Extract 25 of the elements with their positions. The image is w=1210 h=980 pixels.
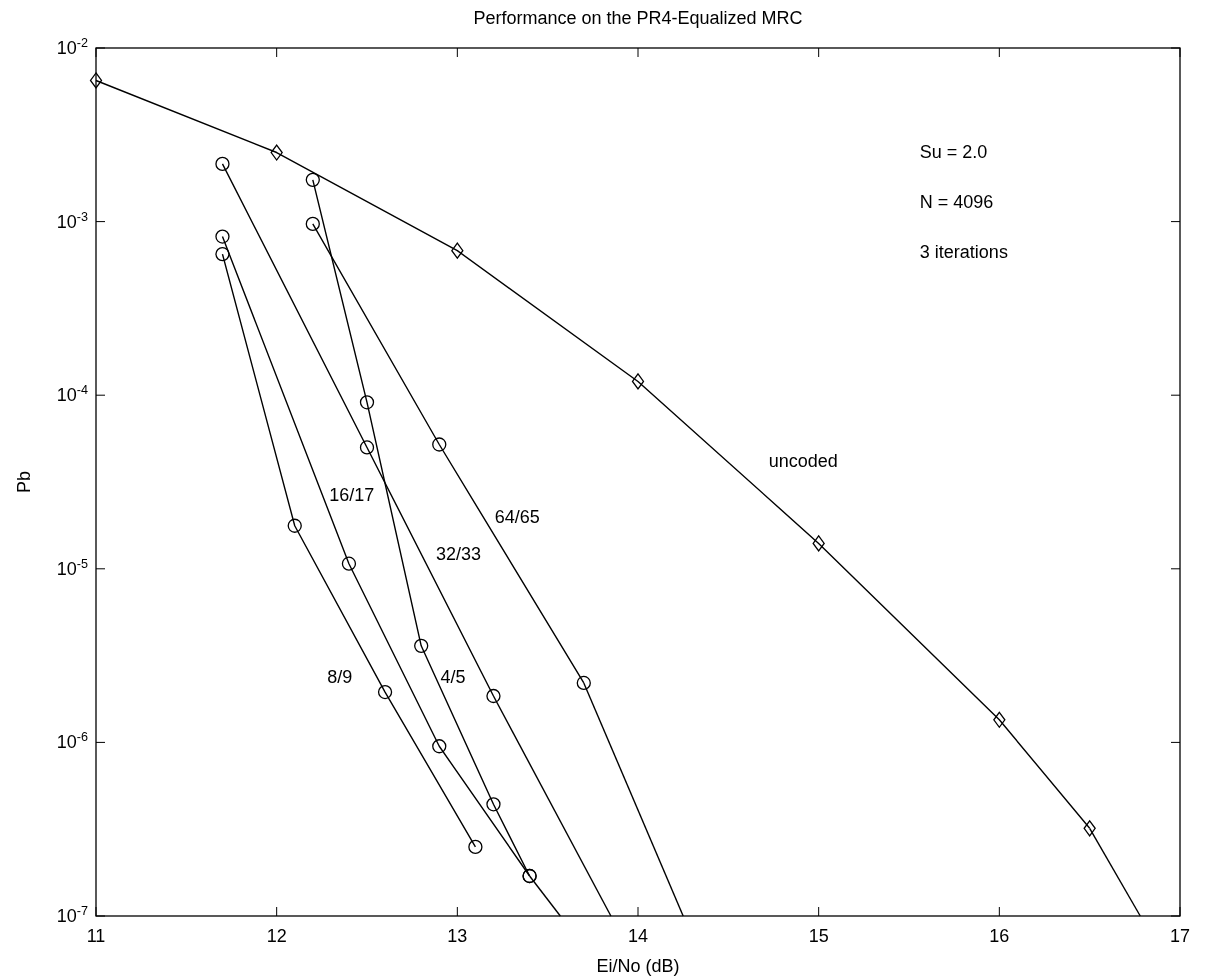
x-tick-label: 17	[1169, 926, 1191, 946]
y-tick-label: 10$^{-5}$	[56, 556, 88, 579]
x-tick-label: 15	[808, 926, 829, 946]
series-label: 32/33	[435, 544, 481, 565]
annotation: N = 4096	[919, 192, 994, 212]
series-label: 64/65	[494, 506, 540, 527]
y-axis-title: Pb	[14, 470, 34, 494]
series-label: 16/17	[329, 484, 375, 505]
x-tick-label: 12	[266, 926, 287, 946]
chart-title: Performance on the PR4-Equalized MRC	[473, 8, 803, 28]
y-tick-label: 10$^{-4}$	[56, 383, 88, 406]
y-tick-label: 10$^{-3}$	[56, 209, 88, 232]
y-tick-label: 10$^{-7}$	[56, 904, 88, 926]
series-label: 4/5	[440, 666, 466, 687]
x-tick-label: 13	[447, 926, 468, 946]
series-label: uncoded	[768, 451, 838, 472]
x-tick-label: 14	[627, 926, 649, 946]
y-tick-label: 10$^{-2}$	[56, 36, 88, 58]
annotation: Su = 2.0	[919, 142, 988, 162]
x-tick-label: 16	[989, 926, 1010, 946]
x-axis-title: Ei/No (dB)	[596, 956, 680, 976]
annotation: 3 iterations	[919, 242, 1008, 262]
series-label: 8/9	[327, 666, 353, 687]
x-tick-label: 11	[86, 926, 106, 946]
y-tick-label: 10$^{-6}$	[56, 730, 88, 753]
